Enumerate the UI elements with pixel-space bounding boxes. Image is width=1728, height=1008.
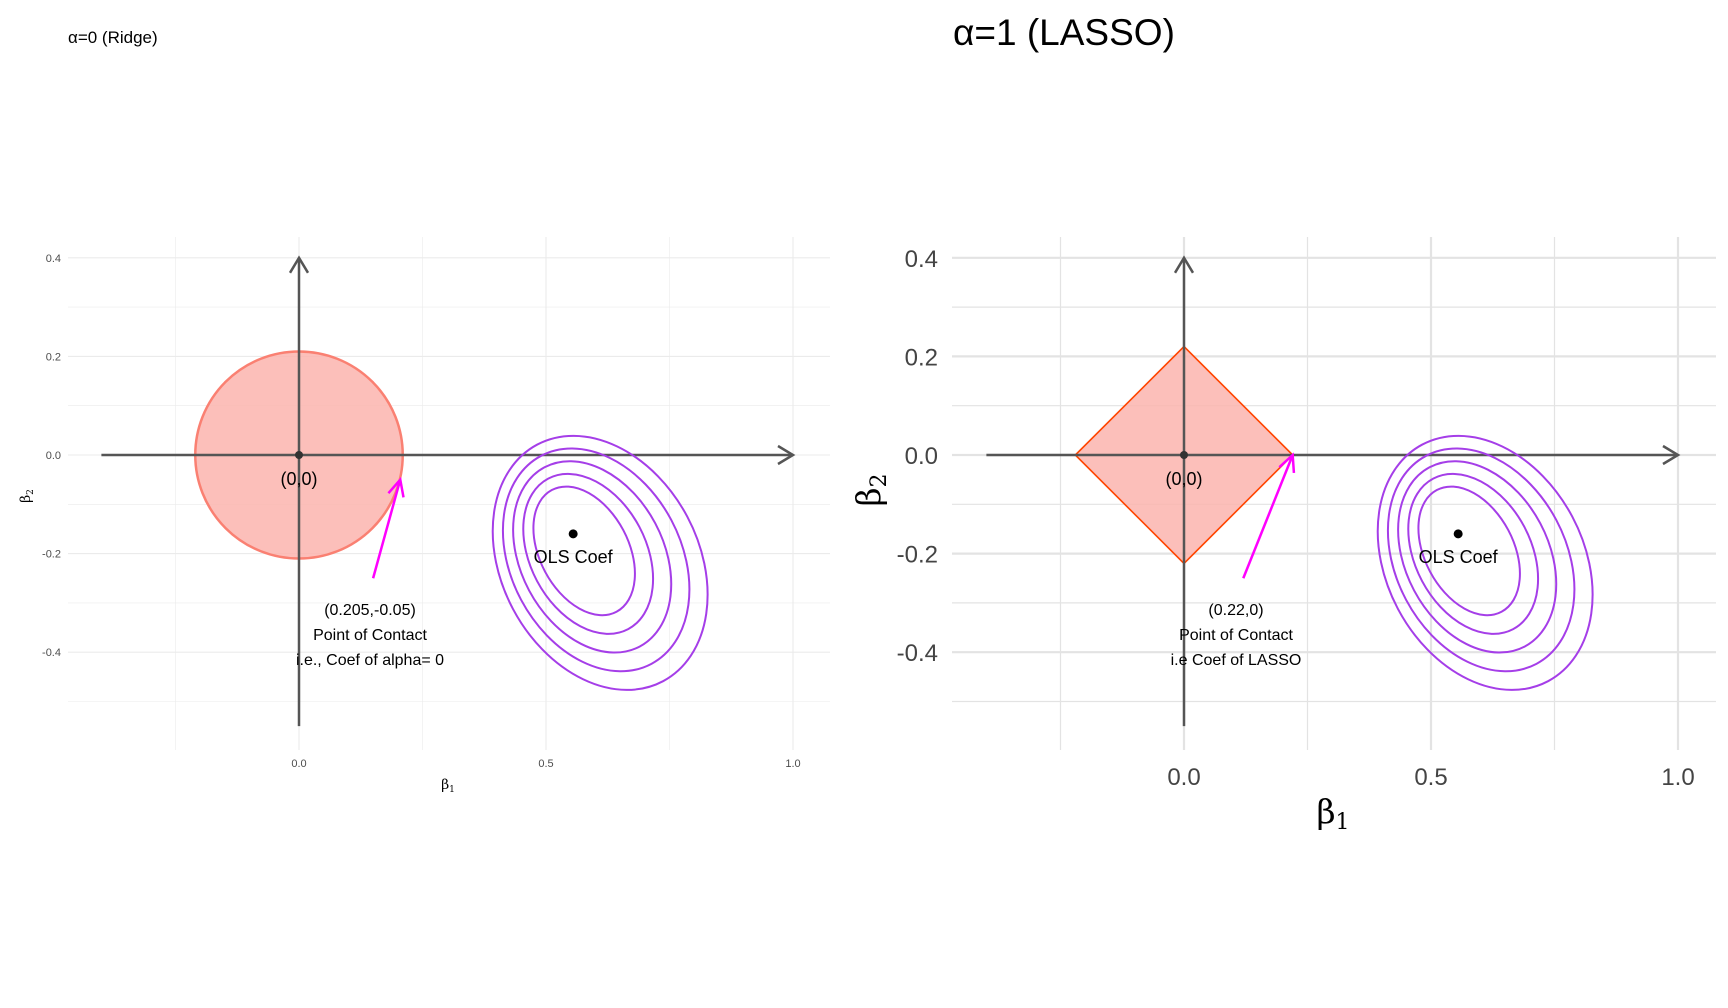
x-tick-label: 0.5 (538, 758, 553, 770)
y-tick-label: -0.4 (897, 640, 938, 667)
x-tick-label: 0.5 (1414, 764, 1447, 791)
ridge-title: α=0 (Ridge) (68, 28, 158, 47)
contact-annotation-line: Point of Contact (1179, 627, 1293, 644)
x-axis-arrowhead (777, 444, 796, 466)
x-axis-title-sub: 1 (449, 785, 455, 795)
contact-arrow-head (387, 476, 405, 498)
x-axis-title: β1 (441, 777, 455, 795)
lasso-title: α=1 (LASSO) (953, 12, 1175, 53)
origin-label: (0,0) (280, 469, 317, 489)
x-axis-title-beta: β (1316, 792, 1335, 831)
loss-contour (501, 447, 691, 673)
contact-arrow-head (1278, 452, 1296, 474)
ols-coef-point (1453, 529, 1463, 539)
x-tick-label: 0.0 (291, 758, 306, 770)
x-axis-title-sub: 1 (1336, 810, 1350, 835)
y-axis-title-sub: 2 (867, 473, 892, 487)
loss-contour (512, 460, 673, 654)
loss-contour (1376, 434, 1594, 691)
x-axis-title: β1 (1316, 792, 1349, 835)
y-tick-label: -0.4 (42, 647, 61, 659)
y-axis-arrowhead (288, 255, 310, 274)
x-axis-arrowhead (1662, 444, 1681, 466)
ols-coef-label: OLS Coef (1419, 547, 1499, 567)
x-tick-label: 1.0 (785, 758, 800, 770)
contact-arrow-shaft (1242, 454, 1294, 579)
y-axis-title: β2 (849, 473, 892, 506)
contact-annotation-line: (0.205,-0.05) (324, 602, 416, 619)
contact-annotation-line: i.e Coef of LASSO (1171, 652, 1302, 669)
origin-label: (0,0) (1165, 469, 1202, 489)
origin-point (295, 451, 303, 459)
loss-contour (522, 472, 655, 635)
loss-contour (1397, 460, 1558, 654)
y-tick-label: 0.0 (905, 443, 938, 470)
y-tick-label: 0.0 (46, 450, 61, 462)
ols-coef-label: OLS Coef (534, 547, 614, 567)
contact-annotation-line: i.e., Coef of alpha= 0 (296, 652, 444, 669)
y-tick-label: 0.4 (46, 253, 61, 265)
y-tick-label: -0.2 (42, 549, 61, 561)
y-tick-label: 0.2 (905, 344, 938, 371)
contact-annotation-line: (0.22,0) (1208, 602, 1263, 619)
y-axis-title: β2 (18, 489, 36, 503)
y-axis-title-beta: β (849, 487, 888, 506)
y-axis-title-beta: β (18, 495, 34, 503)
contact-annotation-line: Point of Contact (313, 627, 427, 644)
loss-contour (1407, 472, 1540, 635)
origin-point (1180, 451, 1188, 459)
loss-contour (1386, 447, 1576, 673)
x-axis-title-beta: β (441, 777, 449, 793)
y-tick-label: 0.4 (905, 246, 938, 273)
loss-contour (532, 485, 636, 617)
loss-contour (1417, 485, 1521, 617)
y-axis-title-sub: 2 (26, 489, 36, 495)
ols-coef-point (568, 529, 578, 539)
y-tick-label: -0.2 (897, 542, 938, 569)
lasso-panel: α=1 (LASSO)0.0 0.5 1.0-0.4-0.20.00.20.4β1β… (849, 12, 1716, 835)
loss-contour (491, 434, 709, 691)
x-tick-label: 1.0 (1661, 764, 1694, 791)
contact-arrow-shaft (371, 479, 402, 579)
y-tick-label: 0.2 (46, 351, 61, 363)
ridge-panel: α=0 (Ridge)0.0 0.5 1.0-0.4-0.20.00.20.4β1β… (18, 28, 830, 795)
x-tick-label: 0.0 (1167, 764, 1200, 791)
y-axis-arrowhead (1173, 255, 1195, 274)
